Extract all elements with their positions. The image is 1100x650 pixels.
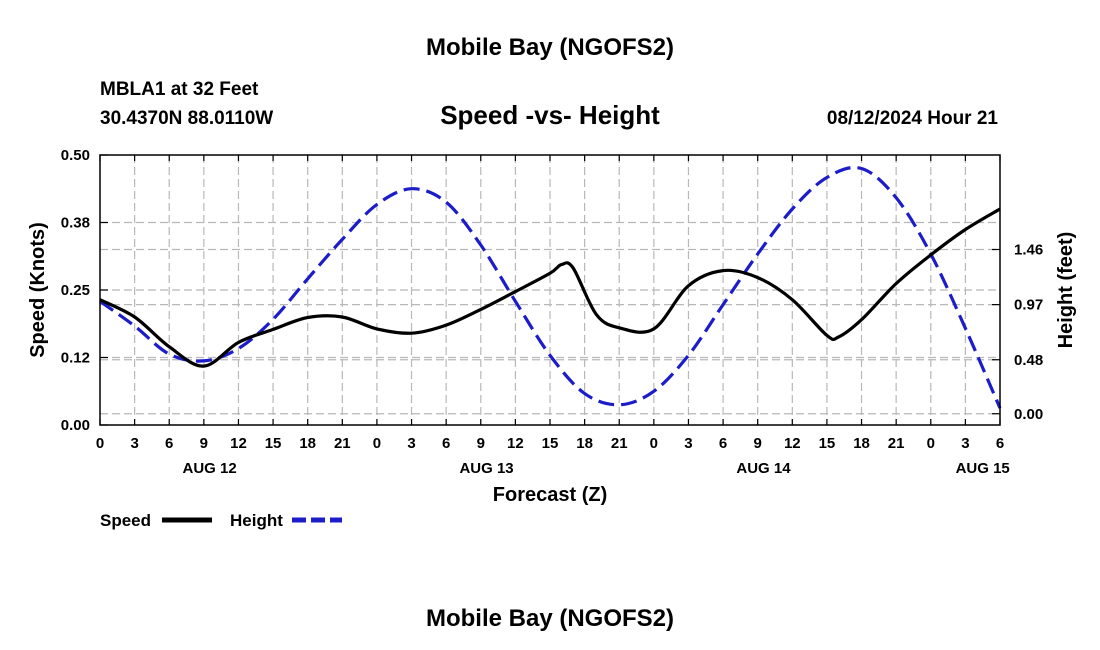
left-tick-label: 0.38 <box>61 215 90 232</box>
legend: Speed Height <box>100 511 342 530</box>
chart-main-title: Mobile Bay (NGOFS2) <box>426 34 674 61</box>
plot-title: Speed -vs- Height <box>440 100 660 130</box>
x-tick-label: 9 <box>200 435 208 452</box>
x-tick-label: 9 <box>754 435 762 452</box>
data-series <box>99 165 1002 409</box>
x-tick-label: 6 <box>996 435 1004 452</box>
x-tick-label: 0 <box>927 435 935 452</box>
x-tick-label: 9 <box>477 435 485 452</box>
left-tick-label: 0.00 <box>61 417 90 434</box>
x-axis-label: Forecast (Z) <box>493 484 607 506</box>
left-tick-label: 0.25 <box>61 282 90 299</box>
grid-lines <box>100 155 1000 425</box>
x-tick-label: 0 <box>373 435 381 452</box>
station-label: MBLA1 at 32 Feet <box>100 79 259 100</box>
right-tick-label: 1.46 <box>1014 242 1043 259</box>
x-tick-label: 12 <box>507 435 524 452</box>
x-tick-label: 21 <box>334 435 351 452</box>
left-tick-label: 0.50 <box>61 147 90 164</box>
right-tick-label: 0.97 <box>1014 297 1043 314</box>
x-tick-label: 12 <box>230 435 247 452</box>
x-tick-label: 3 <box>130 435 138 452</box>
date-label: AUG 15 <box>956 460 1010 477</box>
x-tick-label: 15 <box>819 435 836 452</box>
series-line-speed <box>99 207 1001 368</box>
legend-height-label: Height <box>230 511 283 530</box>
coordinates-label: 30.4370N 88.0110W <box>100 108 273 129</box>
footer-title: Mobile Bay (NGOFS2) <box>426 605 674 632</box>
x-tick-label: 3 <box>961 435 969 452</box>
left-tick-label: 0.12 <box>61 350 90 367</box>
date-label: AUG 13 <box>459 460 513 477</box>
x-tick-label: 12 <box>784 435 801 452</box>
x-tick-label: 6 <box>442 435 450 452</box>
forecast-datetime: 08/12/2024 Hour 21 <box>827 108 999 129</box>
date-label: AUG 12 <box>183 460 237 477</box>
x-tick-label: 15 <box>265 435 282 452</box>
left-axis-label: Speed (Knots) <box>27 222 49 358</box>
x-tick-label: 0 <box>650 435 658 452</box>
right-axis-label: Height (feet) <box>1055 232 1077 349</box>
x-tick-label: 18 <box>299 435 316 452</box>
right-tick-label: 0.48 <box>1014 352 1043 369</box>
x-tick-label: 18 <box>853 435 870 452</box>
series-line-height <box>99 165 1002 409</box>
x-tick-label: 6 <box>165 435 173 452</box>
date-label: AUG 14 <box>736 460 791 477</box>
x-tick-label: 21 <box>611 435 628 452</box>
x-tick-label: 18 <box>576 435 593 452</box>
x-tick-label: 15 <box>542 435 559 452</box>
x-tick-label: 21 <box>888 435 905 452</box>
x-tick-label: 0 <box>96 435 104 452</box>
x-tick-label: 3 <box>407 435 415 452</box>
right-tick-label: 0.00 <box>1014 406 1043 423</box>
x-tick-label: 6 <box>719 435 727 452</box>
legend-speed-label: Speed <box>100 511 151 530</box>
x-tick-label: 3 <box>684 435 692 452</box>
axes: 0 3 6 9 12 15 18 21 0 3 6 9 12 15 18 21 0 3 6 9 12 15 18 21 0 3 60… <box>61 147 1043 477</box>
